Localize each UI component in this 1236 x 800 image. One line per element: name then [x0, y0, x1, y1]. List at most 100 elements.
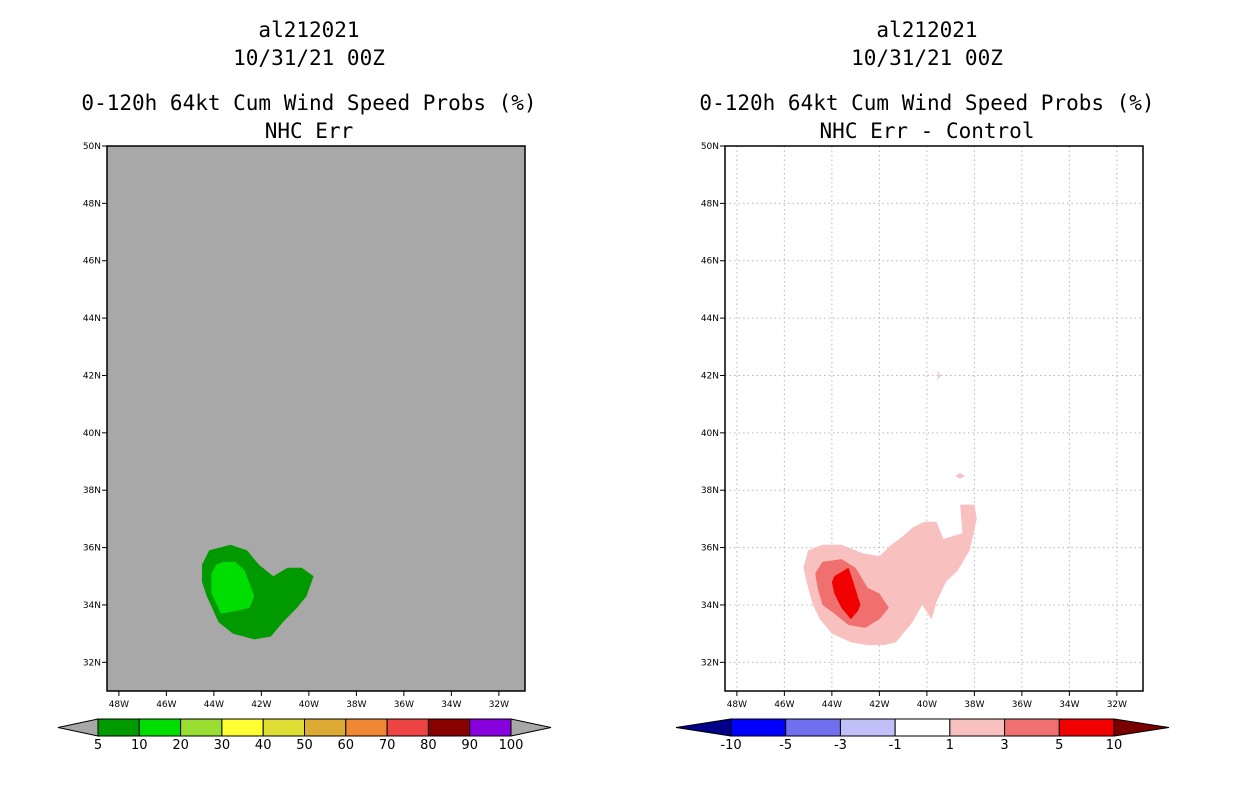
colorbar-label: -10: [720, 738, 741, 753]
x-tick-label: 34W: [1059, 700, 1079, 710]
colorbar-swatch: [1058, 718, 1115, 737]
x-tick-label: 46W: [156, 700, 176, 710]
colorbar-label: 60: [338, 738, 355, 753]
x-tick-label: 36W: [1012, 700, 1032, 710]
chart-title: 0-120h 64kt Cum Wind Speed Probs (%): [699, 91, 1155, 115]
colorbar-swatch: [894, 718, 951, 737]
contour-1-3: [955, 473, 965, 479]
y-tick-label: 34N: [83, 601, 101, 611]
colorbar-swatch: [97, 718, 140, 737]
x-tick-label: 48W: [109, 700, 129, 710]
colorbar: 5 10 20 30 40 50 60 70 80 90 100: [57, 718, 552, 753]
x-tick-label: 32W: [1107, 700, 1127, 710]
colorbar-under-arrow: [675, 718, 732, 737]
y-tick-label: 44N: [83, 314, 101, 324]
y-tick-label: 40N: [701, 429, 719, 439]
x-tick-label: 46W: [774, 700, 794, 710]
forecast-date: 10/31/21 00Z: [851, 46, 1003, 70]
colorbar-label: 70: [379, 738, 396, 753]
y-tick-label: 38N: [83, 486, 101, 496]
y-tick-label: 44N: [701, 314, 719, 324]
storm-id: al212021: [258, 18, 360, 42]
colorbar-label: 5: [1055, 738, 1063, 753]
forecast-date: 10/31/21 00Z: [233, 46, 385, 70]
colorbar-under-arrow: [57, 718, 99, 737]
x-tick-label: 36W: [394, 700, 414, 710]
contour-1-3: [936, 369, 942, 382]
x-tick-label: 38W: [346, 700, 366, 710]
x-tick-label: 40W: [917, 700, 937, 710]
contour-10-20: [211, 561, 255, 614]
x-tick-label: 48W: [727, 700, 747, 710]
colorbar-label: 90: [461, 738, 478, 753]
colorbar-swatch: [262, 718, 306, 737]
y-tick-label: 48N: [701, 199, 719, 209]
colorbar-swatch: [730, 718, 787, 737]
colorbar-label: -1: [889, 738, 902, 753]
colorbar-label: 80: [420, 738, 437, 753]
colorbar-over-arrow: [1113, 718, 1170, 737]
x-tick-label: 42W: [869, 700, 889, 710]
y-tick-label: 36N: [701, 544, 719, 554]
x-tick-label: 40W: [299, 700, 319, 710]
chart-title: 0-120h 64kt Cum Wind Speed Probs (%): [81, 91, 537, 115]
y-tick-label: 34N: [701, 601, 719, 611]
colorbar-swatch: [386, 718, 429, 737]
x-tick-label: 44W: [822, 700, 842, 710]
x-tick-label: 42W: [251, 700, 271, 710]
colorbar-over-arrow: [510, 718, 552, 737]
x-tick-label: 32W: [489, 700, 509, 710]
colorbar-label: 20: [172, 738, 189, 753]
plot-2: 48W 46W 44W 42W 40W 38W 36W 34W 32W 32N 34N 36N 38N 4…: [675, 142, 1170, 753]
plot-frame: [724, 145, 1144, 692]
colorbar-label: 1: [946, 738, 954, 753]
colorbar-label: 40: [255, 738, 272, 753]
colorbar-swatch: [221, 718, 264, 737]
colorbar: -10 -5 -3 -1 1 3 5 10: [675, 718, 1170, 753]
plot-1: 48W 46W 44W 42W 40W 38W 36W 34W 32W 32N 34N 36N 38N 4…: [57, 142, 552, 753]
colorbar-label: 3: [1000, 738, 1008, 753]
y-tick-label: 32N: [83, 658, 101, 668]
y-tick-label: 36N: [83, 544, 101, 554]
colorbar-label: 100: [499, 738, 524, 753]
colorbar-swatch: [949, 718, 1006, 737]
colorbar-swatch: [785, 718, 841, 737]
colorbar-swatch: [839, 718, 896, 737]
chart-subtitle: NHC Err: [264, 119, 354, 143]
colorbar-swatch: [304, 718, 347, 737]
colorbar-label: 30: [214, 738, 231, 753]
y-tick-label: 50N: [701, 142, 719, 152]
y-tick-label: 42N: [83, 371, 101, 381]
y-tick-label: 46N: [701, 257, 719, 267]
right-panel: al212021 10/31/21 00Z 0-120h 64kt Cum Wi…: [618, 0, 1236, 800]
chart-subtitle: NHC Err - Control: [819, 119, 1035, 143]
colorbar-swatch: [345, 718, 388, 737]
colorbar-swatch: [427, 718, 471, 737]
y-tick-label: 40N: [83, 429, 101, 439]
x-tick-label: 38W: [964, 700, 984, 710]
contour-5-10: [831, 567, 861, 620]
colorbar-swatch: [180, 718, 223, 737]
storm-id: al212021: [876, 18, 978, 42]
colorbar-label: -5: [779, 738, 792, 753]
colorbar-swatch: [138, 718, 182, 737]
x-tick-label: 44W: [204, 700, 224, 710]
colorbar-label: 10: [131, 738, 148, 753]
y-tick-label: 48N: [83, 199, 101, 209]
colorbar-label: -3: [834, 738, 847, 753]
plot-frame: [106, 145, 526, 692]
y-tick-label: 42N: [701, 371, 719, 381]
colorbar-swatch: [1004, 718, 1060, 737]
left-panel: al212021 10/31/21 00Z 0-120h 64kt Cum Wi…: [81, 18, 537, 143]
x-tick-label: 34W: [441, 700, 461, 710]
colorbar-label: 50: [296, 738, 313, 753]
colorbar-label: 5: [94, 738, 102, 753]
y-tick-label: 38N: [701, 486, 719, 496]
colorbar-label: 10: [1106, 738, 1123, 753]
y-tick-label: 46N: [83, 257, 101, 267]
colorbar-swatch: [469, 718, 512, 737]
y-tick-label: 32N: [701, 658, 719, 668]
plot-background: [107, 146, 525, 691]
y-tick-label: 50N: [83, 142, 101, 152]
